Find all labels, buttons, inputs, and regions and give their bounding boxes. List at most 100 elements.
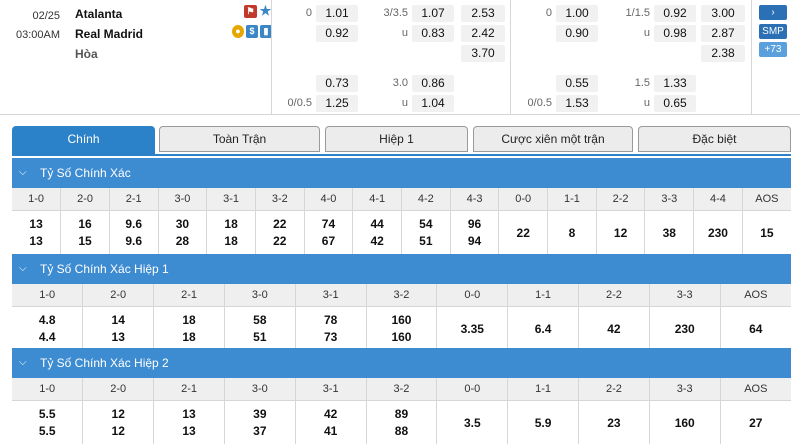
score-odds[interactable]: 3.5	[463, 415, 481, 430]
section-header-correct-score-h2[interactable]: ⌵ Tỷ Số Chính Xác Hiệp 2	[12, 348, 791, 378]
ht-ou-over-2[interactable]: 1.33	[654, 75, 696, 92]
away-score-odds[interactable]: 73	[323, 329, 338, 344]
ft-1x2-away[interactable]: 2.42	[461, 25, 505, 42]
ft-1x2-draw[interactable]: 3.70	[461, 45, 505, 62]
score-odds[interactable]: 160	[674, 415, 695, 430]
home-score-odds[interactable]: 39	[253, 406, 267, 421]
score-odds[interactable]: 42	[607, 321, 621, 336]
away-score-odds[interactable]: 42	[370, 233, 384, 248]
away-score-odds[interactable]: 15	[78, 233, 92, 248]
away-score-odds[interactable]: 18	[182, 329, 196, 344]
ft-hcap-home-1[interactable]: 1.01	[316, 5, 358, 22]
score-odds-cell[interactable]: 12 12	[82, 400, 155, 444]
away-score-odds[interactable]: 12	[111, 423, 125, 438]
score-odds-cell[interactable]: 30 28	[158, 210, 208, 255]
score-odds-cell[interactable]: 89 88	[366, 400, 438, 444]
ft-ou-under-1[interactable]: 0.83	[412, 25, 454, 42]
score-odds[interactable]: 230	[707, 225, 728, 240]
score-odds-cell[interactable]: 44 42	[352, 210, 402, 255]
ht-hcap-home-2[interactable]: 0.55	[556, 75, 598, 92]
away-score-odds[interactable]: 88	[394, 423, 409, 438]
home-score-odds[interactable]: 14	[111, 312, 125, 327]
score-odds-cell[interactable]: 16 15	[60, 210, 110, 255]
home-score-odds[interactable]: 78	[323, 312, 338, 327]
score-odds-cell[interactable]: 12	[596, 210, 646, 255]
expand-arrow-button[interactable]: ›	[759, 5, 787, 20]
score-odds-cell[interactable]: 22 22	[255, 210, 305, 255]
away-score-odds[interactable]: 22	[273, 233, 287, 248]
home-score-odds[interactable]: 42	[323, 406, 338, 421]
score-odds-cell[interactable]: 4.8 4.4	[12, 306, 84, 351]
section-header-correct-score[interactable]: ⌵ Tỷ Số Chính Xác	[12, 158, 791, 188]
score-odds[interactable]: 23	[607, 415, 621, 430]
home-score-odds[interactable]: 54	[419, 216, 433, 231]
score-odds-cell[interactable]: 78 73	[295, 306, 367, 351]
away-score-odds[interactable]: 51	[253, 329, 267, 344]
ht-hcap-away-1[interactable]: 0.90	[556, 25, 598, 42]
home-team[interactable]: Atalanta	[75, 7, 123, 21]
score-odds[interactable]: 3.35	[460, 321, 484, 336]
score-odds-cell[interactable]: 42	[578, 306, 650, 351]
coin-icon[interactable]: ●	[232, 25, 244, 38]
chevron-down-icon[interactable]: ⌵	[19, 167, 27, 178]
score-odds-cell[interactable]: 6.4	[507, 306, 579, 351]
away-score-odds[interactable]: 13	[29, 233, 43, 248]
score-odds-cell[interactable]: 64	[720, 306, 791, 351]
score-odds[interactable]: 15	[760, 225, 774, 240]
score-odds-cell[interactable]: 14 13	[82, 306, 155, 351]
score-odds-cell[interactable]: 8	[547, 210, 597, 255]
home-score-odds[interactable]: 18	[224, 216, 238, 231]
more-markets-button[interactable]: +73	[759, 42, 787, 57]
away-score-odds[interactable]: 13	[182, 423, 196, 438]
home-score-odds[interactable]: 22	[273, 216, 287, 231]
chevron-down-icon[interactable]: ⌵	[19, 263, 27, 274]
score-odds[interactable]: 8	[568, 225, 576, 240]
smp-button[interactable]: SMP	[759, 24, 787, 39]
score-odds-cell[interactable]: 18 18	[153, 306, 225, 351]
away-score-odds[interactable]: 9.6	[125, 233, 143, 248]
tab-full-match[interactable]: Toàn Trận	[159, 126, 320, 152]
score-odds-cell[interactable]: 13 13	[153, 400, 225, 444]
home-score-odds[interactable]: 13	[182, 406, 196, 421]
score-odds-cell[interactable]: 96 94	[450, 210, 500, 255]
score-odds-cell[interactable]: 13 13	[12, 210, 62, 255]
favorite-star-icon[interactable]: ★	[259, 3, 272, 18]
ft-hcap-home-2[interactable]: 0.73	[316, 75, 358, 92]
score-odds[interactable]: 5.9	[534, 415, 552, 430]
score-odds-cell[interactable]: 160	[649, 400, 721, 444]
score-odds[interactable]: 6.4	[534, 321, 552, 336]
ht-ou-under-2[interactable]: 0.65	[654, 95, 696, 112]
home-score-odds[interactable]: 160	[391, 312, 412, 327]
away-team[interactable]: Real Madrid	[75, 27, 144, 41]
ft-ou-over-2[interactable]: 0.86	[412, 75, 454, 92]
home-score-odds[interactable]: 96	[467, 216, 482, 231]
away-score-odds[interactable]: 4.4	[38, 329, 56, 344]
tab-same-game-parlay[interactable]: Cược xiên một trận	[473, 126, 633, 152]
score-odds-cell[interactable]: 5.9	[507, 400, 579, 444]
home-score-odds[interactable]: 5.5	[38, 406, 56, 421]
ft-hcap-away-2[interactable]: 1.25	[316, 95, 358, 112]
ft-ou-under-2[interactable]: 1.04	[412, 95, 454, 112]
score-odds-cell[interactable]: 58 51	[224, 306, 296, 351]
score-odds-cell[interactable]: 9.6 9.6	[109, 210, 159, 255]
home-score-odds[interactable]: 16	[78, 216, 92, 231]
home-score-odds[interactable]: 89	[394, 406, 409, 421]
away-score-odds[interactable]: 28	[175, 233, 190, 248]
score-odds-cell[interactable]: 54 51	[401, 210, 451, 255]
score-odds[interactable]: 12	[613, 225, 628, 240]
ht-hcap-away-2[interactable]: 1.53	[556, 95, 598, 112]
away-score-odds[interactable]: 37	[253, 423, 267, 438]
ht-1x2-home[interactable]: 3.00	[701, 5, 745, 22]
ht-1x2-draw[interactable]: 2.38	[701, 45, 745, 62]
ht-hcap-home-1[interactable]: 1.00	[556, 5, 598, 22]
score-odds[interactable]: 27	[749, 415, 763, 430]
home-score-odds[interactable]: 13	[29, 216, 43, 231]
score-odds-cell[interactable]: 5.5 5.5	[12, 400, 84, 444]
score-odds-cell[interactable]: 18 18	[206, 210, 256, 255]
away-score-odds[interactable]: 67	[321, 233, 336, 248]
away-score-odds[interactable]: 5.5	[38, 423, 56, 438]
score-odds[interactable]: 64	[749, 321, 763, 336]
tab-special[interactable]: Đặc biệt	[638, 126, 791, 152]
home-score-odds[interactable]: 30	[175, 216, 190, 231]
tab-main[interactable]: Chính	[12, 126, 155, 155]
